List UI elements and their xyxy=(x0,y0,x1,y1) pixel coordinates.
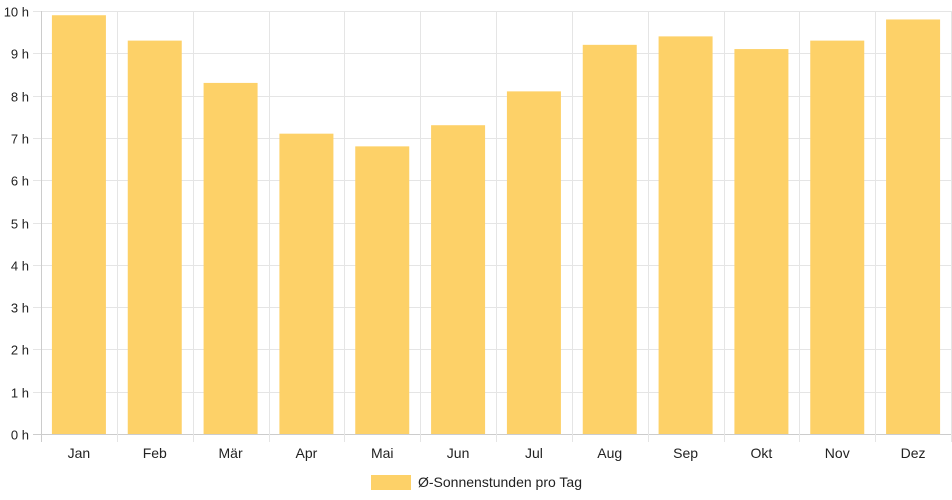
x-tick-label: Apr xyxy=(296,445,318,461)
x-tick-label: Sep xyxy=(673,445,698,461)
y-tick-label: 5 h xyxy=(11,217,29,232)
y-tick-label: 9 h xyxy=(11,47,29,62)
y-tick-label: 1 h xyxy=(11,386,29,401)
legend-swatch[interactable] xyxy=(371,475,411,490)
bar-apr[interactable] xyxy=(279,133,334,435)
x-tick-label: Dez xyxy=(901,445,926,461)
bar-feb[interactable] xyxy=(127,40,182,435)
bar-okt[interactable] xyxy=(734,49,789,434)
y-tick-label: 6 h xyxy=(11,174,29,189)
y-tick-label: 4 h xyxy=(11,259,29,274)
x-tick-label: Jun xyxy=(447,445,470,461)
y-tick-label: 8 h xyxy=(11,90,29,105)
x-tick-label: Jan xyxy=(68,445,91,461)
y-tick-label: 0 h xyxy=(11,428,29,443)
x-tick-label: Feb xyxy=(143,445,167,461)
y-tick-label: 2 h xyxy=(11,343,29,358)
x-tick-label: Okt xyxy=(751,445,773,461)
x-tick-label: Mär xyxy=(219,445,243,461)
bar-dez[interactable] xyxy=(886,19,941,435)
x-tick-label: Aug xyxy=(597,445,622,461)
x-tick-label: Jul xyxy=(525,445,543,461)
bar-nov[interactable] xyxy=(810,40,865,435)
x-tick-label: Mai xyxy=(371,445,394,461)
bar-jun[interactable] xyxy=(431,125,486,435)
bar-jan[interactable] xyxy=(51,15,106,434)
bar-layer xyxy=(51,15,941,435)
bar-jul[interactable] xyxy=(506,91,561,435)
legend-label[interactable]: Ø-Sonnenstunden pro Tag xyxy=(418,474,582,490)
x-tick-layer: Jan Feb Mär Apr Mai Jun Jul Aug Sep Okt Nov Dez xyxy=(68,445,926,461)
y-tick-label: 3 h xyxy=(11,301,29,316)
bar-mai[interactable] xyxy=(355,146,410,435)
grid-layer xyxy=(33,11,952,442)
bar-sep[interactable] xyxy=(658,36,713,434)
y-tick-label: 10 h xyxy=(4,5,29,20)
bar-aug[interactable] xyxy=(582,44,637,435)
legend[interactable]: Ø-Sonnenstunden pro Tag xyxy=(371,474,582,490)
x-tick-label: Nov xyxy=(825,445,850,461)
y-tick-label: 7 h xyxy=(11,132,29,147)
y-tick-layer: 0 h 1 h 2 h 3 h 4 h 5 h 6 h 7 h 8 h 9 h 10 h xyxy=(4,5,29,443)
bar-mär[interactable] xyxy=(203,82,258,434)
